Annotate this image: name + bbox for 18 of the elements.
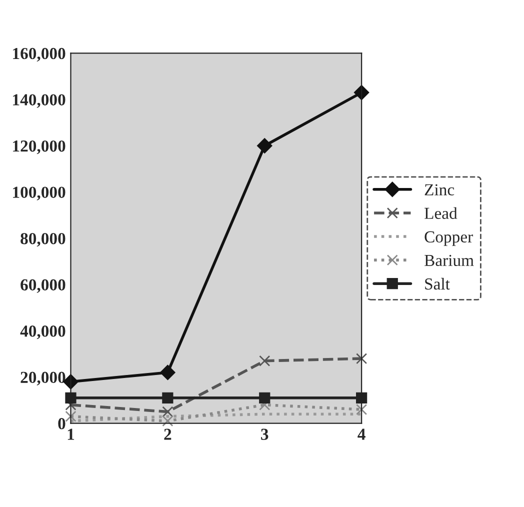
y-tick-label: 0 [58,418,66,430]
legend-label: Lead [424,207,458,219]
y-tick-label: 120,000 [13,140,66,154]
y-tick-label: 80,000 [20,232,66,247]
x-tick-label: 3 [261,428,268,440]
legend-label: Zinc [424,184,454,196]
y-tick-label: 20,000 [20,372,66,386]
legend-label: Copper [424,231,473,246]
y-tick-label: 160,000 [13,48,66,62]
x-tick-label: 2 [164,428,172,440]
x-tick-label: 4 [358,428,366,440]
y-tick-label: 140,000 [13,94,66,108]
y-tick-label: 100,000 [13,186,66,200]
x-tick-label: 1 [68,428,74,440]
y-tick-label: 40,000 [20,326,66,340]
y-tick-label: 60,000 [20,279,66,293]
legend-label: Salt [425,278,450,290]
legend-label: Barium [424,254,474,266]
